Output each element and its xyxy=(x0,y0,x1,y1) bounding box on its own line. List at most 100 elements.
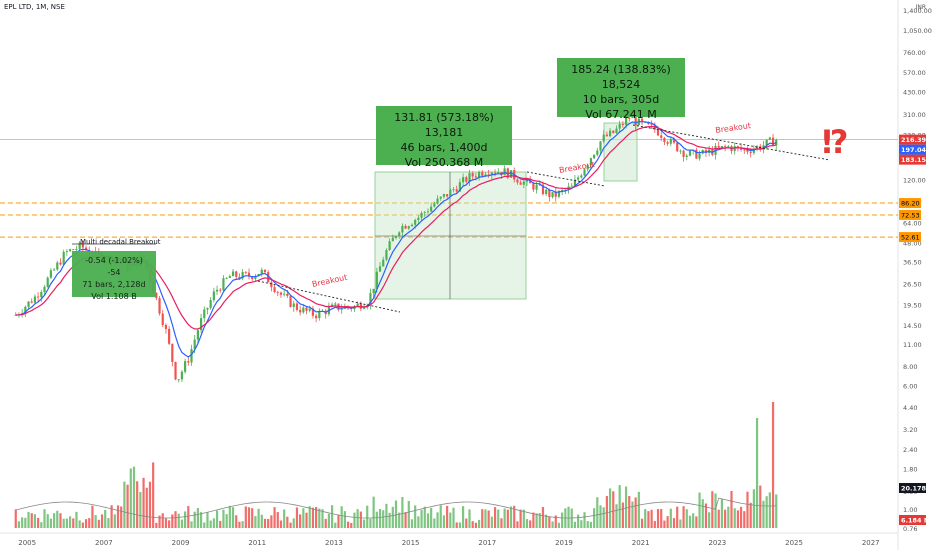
candle-body xyxy=(481,172,484,176)
volume-bar xyxy=(720,499,724,528)
volume-bar xyxy=(708,512,711,528)
candle-body xyxy=(682,150,685,157)
volume-bar xyxy=(116,505,120,528)
candle-body xyxy=(468,173,471,182)
ema-fast-tag-bg xyxy=(899,144,926,155)
candle-body xyxy=(225,277,228,279)
candle-body xyxy=(433,203,436,207)
volume-bar xyxy=(500,518,503,528)
volume-bar xyxy=(685,509,688,528)
volume-bar xyxy=(692,513,695,528)
volume-bar xyxy=(158,515,161,528)
volume-bar xyxy=(631,501,634,528)
candle-body xyxy=(292,303,295,307)
volume-bar xyxy=(311,507,315,528)
volume-bar xyxy=(404,512,407,528)
volume-bar xyxy=(378,509,382,528)
candle-body xyxy=(493,172,497,174)
candle-body xyxy=(283,293,286,295)
volume-bar xyxy=(414,505,417,528)
volume-bar xyxy=(203,522,206,528)
candle-body xyxy=(414,220,417,225)
candle-body xyxy=(430,206,433,212)
candle-body xyxy=(685,155,688,157)
volume-bar xyxy=(529,520,532,528)
candle-body xyxy=(487,174,490,176)
candle-body xyxy=(768,137,771,140)
volume-bar xyxy=(749,502,752,528)
candle-body xyxy=(228,276,231,278)
candle-body xyxy=(401,225,404,233)
candle-body xyxy=(474,176,477,178)
candle-body xyxy=(251,276,254,279)
volume-bar xyxy=(608,488,612,528)
volume-bar xyxy=(535,513,538,528)
candle-body xyxy=(615,128,618,134)
candle-body xyxy=(599,141,602,151)
candle-body xyxy=(155,292,158,299)
x-tick-label: 2015 xyxy=(402,539,420,547)
volume-bar xyxy=(193,511,196,528)
volume-bar xyxy=(506,509,509,528)
volume-bar xyxy=(736,510,739,528)
measure-3-change: -0.54 (-1.02%) -54 xyxy=(85,256,143,277)
volume-bar xyxy=(755,418,759,528)
volume-bar xyxy=(382,510,385,528)
candle-body xyxy=(56,262,59,270)
volume-bar xyxy=(557,522,561,528)
volume-bar xyxy=(110,505,113,528)
volume-bar xyxy=(551,521,554,528)
volume-bar xyxy=(136,481,139,528)
volume-bar xyxy=(733,508,736,528)
volume-bar xyxy=(330,505,334,528)
volume-bar xyxy=(225,514,228,528)
volume-bar xyxy=(88,518,91,528)
volume-bar xyxy=(164,518,168,528)
candle-body xyxy=(551,192,554,197)
y-tick-label: 48.00 xyxy=(903,239,922,247)
volume-bar xyxy=(337,514,340,528)
volume-bar xyxy=(746,491,749,528)
y-tick-label: 0.76 xyxy=(903,525,917,533)
candle-body xyxy=(372,288,375,294)
volume-bar xyxy=(519,509,522,528)
volume-bar xyxy=(573,521,577,528)
candle-body xyxy=(362,307,366,309)
candle-body xyxy=(442,194,446,197)
volume-bar xyxy=(81,522,84,528)
volume-bar xyxy=(545,514,548,528)
volume-last-tag-bg xyxy=(899,515,926,525)
volume-bar xyxy=(171,514,174,528)
ema-slow-tag-bg xyxy=(899,154,926,165)
candle-body xyxy=(423,212,426,213)
volume-bar xyxy=(14,509,17,528)
candle-body xyxy=(446,194,449,197)
volume-bar xyxy=(548,516,551,528)
volume-bar xyxy=(762,500,765,528)
candle-body xyxy=(203,309,206,319)
volume-bar xyxy=(187,506,190,528)
trendline-2021 xyxy=(632,124,831,161)
candle-body xyxy=(535,184,538,190)
volume-bar xyxy=(497,509,500,528)
volume-bar xyxy=(484,509,487,528)
volume-bar xyxy=(612,491,615,528)
volume-bar xyxy=(33,514,37,528)
volume-bar xyxy=(184,511,187,528)
volume-bar xyxy=(615,504,618,528)
candle-body xyxy=(541,184,545,195)
volume-bar xyxy=(97,519,100,528)
x-tick-label: 2027 xyxy=(862,539,880,547)
measure-2-change: 185.24 (138.83%) 18,524 xyxy=(571,63,671,91)
volume-bar xyxy=(315,506,318,528)
volume-bar xyxy=(647,511,650,528)
x-tick-label: 2007 xyxy=(95,539,113,547)
volume-bar xyxy=(59,513,62,528)
candle-body xyxy=(190,348,193,363)
volume-bar xyxy=(56,510,59,528)
volume-bar xyxy=(84,519,88,528)
candle-body xyxy=(382,259,385,267)
volume-last-tag: 6.184 M xyxy=(901,517,930,525)
candle-body xyxy=(257,273,260,276)
volume-bar xyxy=(292,518,295,528)
